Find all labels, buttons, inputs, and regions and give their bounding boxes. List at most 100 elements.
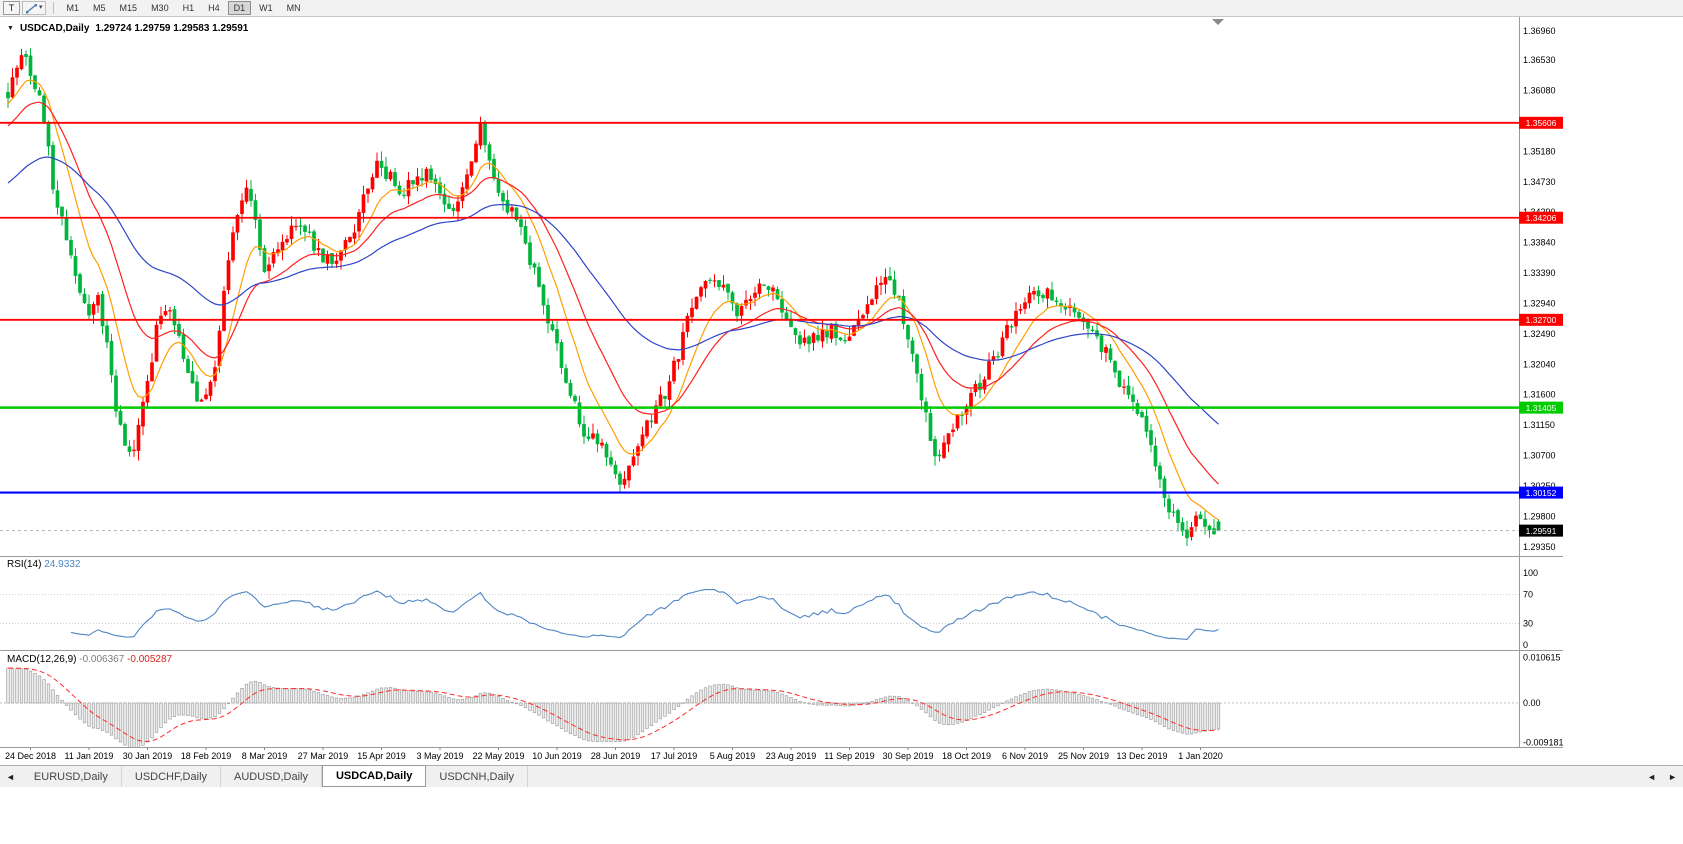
chart-symbol-period: USDCAD,Daily (19, 23, 90, 34)
tab-label: USDCHF,Daily (134, 770, 208, 783)
ma-line-22 (7, 101, 1219, 485)
price-tag-1.30152: 1.30152 (1519, 486, 1563, 499)
svg-text:1.36530: 1.36530 (1523, 55, 1556, 65)
ma-line-55 (7, 156, 1219, 425)
trendline-icon (26, 3, 37, 13)
timeframe-d1[interactable]: D1 (227, 1, 252, 15)
toolbar-separator (52, 2, 54, 14)
macd-axis: 0.010615 0.00 -0.009181 (1523, 652, 1563, 747)
rsi-indicator-label: RSI(14) 24.9332 (7, 559, 80, 570)
svg-text:-0.009181: -0.009181 (1523, 737, 1563, 747)
svg-text:1.32700: 1.32700 (1526, 315, 1557, 325)
tab-label: USDCNH,Daily (439, 770, 514, 783)
svg-text:30 Sep 2019: 30 Sep 2019 (882, 751, 933, 761)
tab-usdchf-daily[interactable]: USDCHF,Daily (121, 766, 222, 787)
svg-text:17 Jul 2019: 17 Jul 2019 (651, 751, 698, 761)
svg-text:18 Oct 2019: 18 Oct 2019 (942, 751, 991, 761)
date-axis: 24 Dec 2018 11 Jan 2019 30 Jan 2019 18 Feb … (5, 747, 1223, 761)
line-studies-button[interactable]: ▾ (22, 1, 46, 15)
svg-text:1.32040: 1.32040 (1523, 360, 1556, 370)
svg-text:1.30250: 1.30250 (1523, 481, 1556, 491)
timeframe-m1[interactable]: M1 (61, 1, 86, 15)
svg-text:1.36080: 1.36080 (1523, 86, 1556, 96)
svg-text:70: 70 (1523, 590, 1533, 600)
svg-text:11 Jan 2019: 11 Jan 2019 (65, 751, 114, 761)
svg-text:0.00: 0.00 (1523, 698, 1541, 708)
tabbar-spacer (528, 766, 1641, 787)
rsi-name: RSI(14) (7, 559, 42, 570)
svg-text:27 Mar 2019: 27 Mar 2019 (298, 751, 349, 761)
timeframe-m30[interactable]: M30 (145, 1, 175, 15)
svg-text:11 Sep 2019: 11 Sep 2019 (824, 751, 874, 761)
svg-text:1.29350: 1.29350 (1523, 542, 1556, 552)
svg-text:1.36960: 1.36960 (1523, 26, 1556, 36)
svg-text:23 Aug 2019: 23 Aug 2019 (766, 751, 817, 761)
svg-text:8 Mar 2019: 8 Mar 2019 (242, 751, 288, 761)
tab-usdcnh-daily[interactable]: USDCNH,Daily (426, 766, 528, 787)
timeframe-h1[interactable]: H1 (177, 1, 201, 15)
rsi-line (70, 589, 1219, 640)
ma-line-10 (7, 79, 1219, 521)
svg-text:1.33840: 1.33840 (1523, 238, 1556, 248)
rsi-value: 24.9332 (44, 559, 81, 570)
svg-text:1.35606: 1.35606 (1526, 118, 1557, 128)
price-tag-1.34206: 1.34206 (1519, 211, 1563, 224)
tab-scroll-left-icon[interactable]: ◄ (6, 771, 15, 782)
top-toolbar: T ▾ M1 M5 M15 M30 H1 H4 D1 W1 MN (0, 0, 1683, 17)
chart-tabbar: ◄ EURUSD,Daily USDCHF,Daily AUDUSD,Daily… (0, 765, 1683, 787)
chart-shift-marker[interactable] (1212, 19, 1224, 25)
svg-text:1.34730: 1.34730 (1523, 177, 1556, 187)
timeframe-m15[interactable]: M15 (114, 1, 144, 15)
text-tool-button[interactable]: T (3, 1, 20, 15)
price-tag-1.29591: 1.29591 (1519, 524, 1563, 537)
svg-text:1.34206: 1.34206 (1526, 213, 1557, 223)
svg-text:25 Nov 2019: 25 Nov 2019 (1058, 751, 1109, 761)
chart-ohlc-values: 1.29724 1.29759 1.29583 1.29591 (95, 23, 249, 34)
svg-text:1.33390: 1.33390 (1523, 268, 1556, 278)
price-tag-1.35606: 1.35606 (1519, 116, 1563, 129)
svg-text:1.35180: 1.35180 (1523, 147, 1556, 157)
price-tag-1.32700: 1.32700 (1519, 313, 1563, 326)
svg-text:15 Apr 2019: 15 Apr 2019 (357, 751, 406, 761)
timeframe-m5[interactable]: M5 (87, 1, 112, 15)
macd-signal-line (7, 667, 1219, 743)
svg-text:1.32490: 1.32490 (1523, 329, 1556, 339)
collapse-icon[interactable]: ▼ (7, 25, 14, 32)
svg-text:6 Nov 2019: 6 Nov 2019 (1002, 751, 1048, 761)
timeframe-h4[interactable]: H4 (202, 1, 226, 15)
svg-text:1.31600: 1.31600 (1523, 389, 1556, 399)
tab-scroll-right-icon[interactable]: ► (1668, 771, 1677, 782)
svg-text:13 Dec 2019: 13 Dec 2019 (1116, 751, 1167, 761)
svg-text:1.30700: 1.30700 (1523, 450, 1556, 460)
svg-text:0.010615: 0.010615 (1523, 652, 1561, 662)
svg-text:5 Aug 2019: 5 Aug 2019 (710, 751, 756, 761)
tab-audusd-daily[interactable]: AUDUSD,Daily (221, 766, 322, 787)
timeframe-w1[interactable]: W1 (253, 1, 279, 15)
macd-main-value: -0.006367 (79, 654, 125, 665)
svg-text:1.31150: 1.31150 (1523, 420, 1555, 430)
macd-signal-value: -0.005287 (127, 654, 173, 665)
tab-label: USDCAD,Daily (335, 770, 413, 782)
svg-text:30: 30 (1523, 618, 1533, 628)
tab-scroll-left2-icon[interactable]: ◄ (1647, 771, 1657, 782)
tab-label: EURUSD,Daily (33, 770, 108, 783)
svg-text:1.30152: 1.30152 (1526, 488, 1557, 498)
macd-name: MACD(12,26,9) (7, 654, 77, 665)
price-tag-1.31405: 1.31405 (1519, 401, 1563, 414)
tab-eurusd-daily[interactable]: EURUSD,Daily (20, 766, 122, 787)
timeframe-mn[interactable]: MN (281, 1, 307, 15)
dropdown-arrow-icon: ▾ (39, 4, 43, 11)
svg-text:1.31405: 1.31405 (1526, 403, 1557, 413)
svg-text:1.29591: 1.29591 (1526, 526, 1557, 536)
tab-usdcad-daily[interactable]: USDCAD,Daily (321, 765, 427, 787)
svg-text:24 Dec 2018: 24 Dec 2018 (5, 751, 56, 761)
svg-text:1 Jan 2020: 1 Jan 2020 (1178, 751, 1223, 761)
svg-text:22 May 2019: 22 May 2019 (472, 751, 524, 761)
chart-canvas[interactable]: 1.369601.365301.360801.356301.351801.347… (0, 17, 1563, 764)
svg-text:10 Jun 2019: 10 Jun 2019 (532, 751, 582, 761)
tab-label: AUDUSD,Daily (234, 770, 308, 783)
macd-histogram (6, 667, 1221, 747)
svg-text:18 Feb 2019: 18 Feb 2019 (181, 751, 232, 761)
svg-text:0: 0 (1523, 640, 1528, 650)
svg-text:30 Jan 2019: 30 Jan 2019 (123, 751, 173, 761)
